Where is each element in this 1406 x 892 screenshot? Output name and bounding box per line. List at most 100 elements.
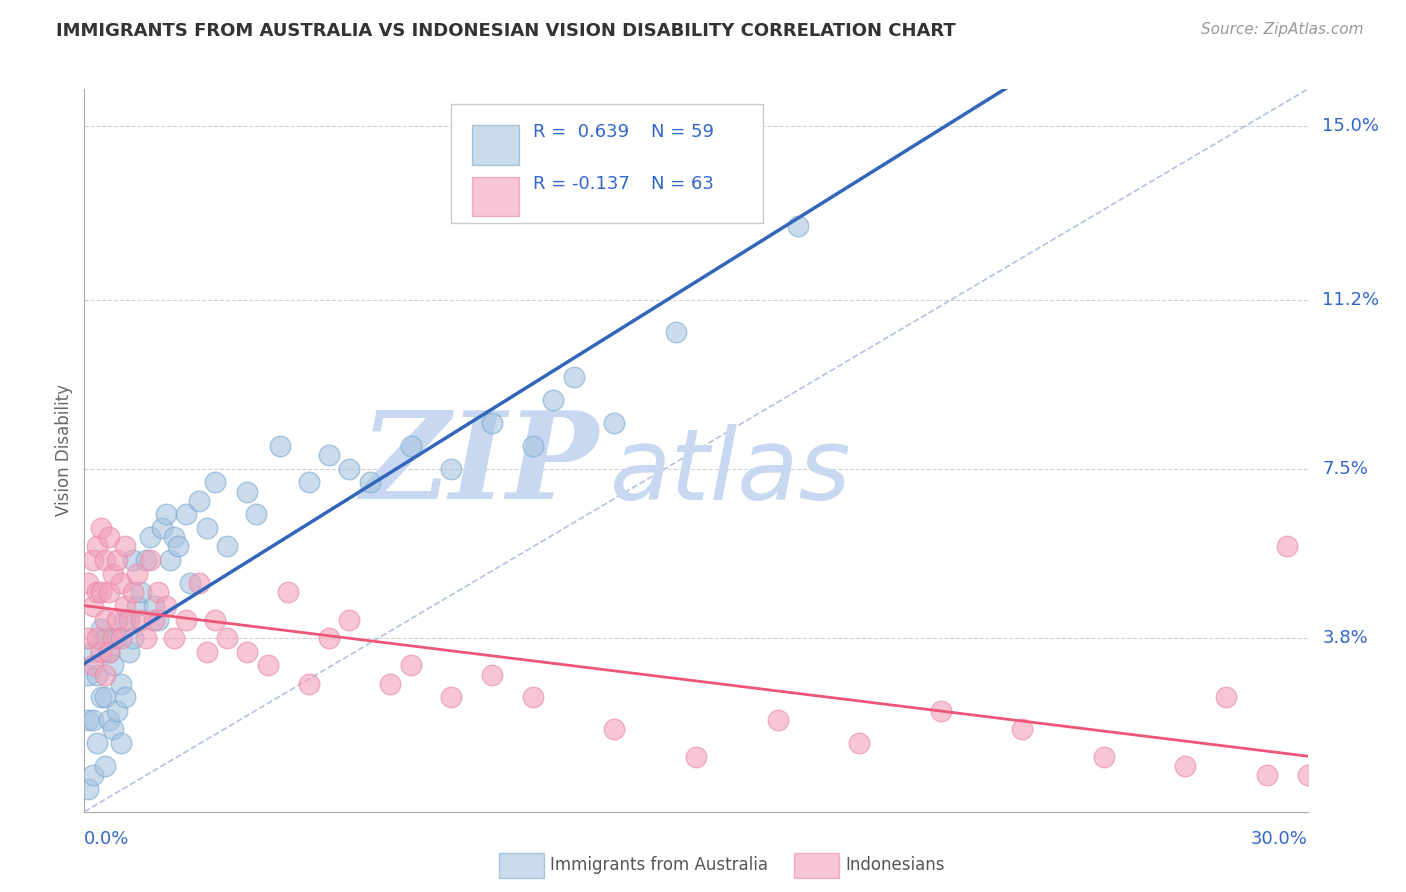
Point (766, 713, 789, 727)
Point (86, 631, 108, 645)
Point (440, 462, 463, 476)
Point (685, 749, 707, 764)
Point (114, 599, 136, 613)
Point (150, 521, 173, 535)
Point (101, 723, 124, 737)
Point (131, 613, 153, 627)
Point (257, 658, 280, 673)
Point (97, 530, 120, 544)
Point (1215, 690, 1237, 705)
Point (118, 613, 141, 627)
Point (787, 219, 810, 234)
Point (110, 736, 132, 750)
Point (93, 553, 115, 567)
Text: 3.8%: 3.8% (1322, 629, 1368, 647)
Point (135, 631, 157, 645)
Point (481, 416, 503, 430)
Point (380, 676, 402, 690)
Text: 7.5%: 7.5% (1322, 459, 1368, 478)
FancyBboxPatch shape (451, 103, 763, 223)
Point (167, 540, 190, 554)
Point (174, 613, 197, 627)
Point (86, 736, 108, 750)
Point (97, 585, 120, 599)
Point (110, 676, 132, 690)
Point (93, 631, 115, 645)
Point (318, 631, 340, 645)
Text: R = -0.137: R = -0.137 (533, 175, 630, 193)
Point (77, 667, 100, 681)
Point (135, 553, 157, 567)
Text: IMMIGRANTS FROM AUSTRALIA VS INDONESIAN VISION DISABILITY CORRELATION CHART: IMMIGRANTS FROM AUSTRALIA VS INDONESIAN … (56, 22, 956, 40)
Point (1011, 723, 1033, 737)
Point (155, 508, 177, 522)
Text: N = 63: N = 63 (651, 175, 714, 193)
Point (179, 576, 201, 591)
Point (82, 645, 104, 659)
Point (236, 484, 259, 499)
Point (138, 530, 160, 544)
Point (217, 631, 239, 645)
Point (101, 566, 124, 581)
Point (101, 658, 124, 673)
Point (97, 645, 120, 659)
Point (90, 690, 112, 705)
Point (1296, 768, 1319, 782)
Point (195, 645, 218, 659)
Point (77, 713, 100, 727)
Point (142, 599, 165, 613)
Point (204, 475, 226, 490)
Point (399, 439, 422, 453)
Point (217, 540, 239, 554)
Point (339, 613, 360, 627)
Point (174, 508, 197, 522)
Text: 30.0%: 30.0% (1251, 830, 1308, 847)
Text: 0.0%: 0.0% (84, 830, 129, 847)
Point (82, 599, 104, 613)
Point (664, 325, 686, 339)
Point (187, 493, 209, 508)
Point (93, 667, 115, 681)
Point (848, 736, 870, 750)
Point (522, 690, 544, 705)
Point (399, 658, 422, 673)
Point (163, 631, 186, 645)
Point (1275, 540, 1298, 554)
Point (195, 521, 218, 535)
Point (236, 645, 259, 659)
Point (105, 704, 128, 718)
Point (543, 393, 565, 408)
Point (562, 370, 585, 384)
Point (245, 508, 267, 522)
Point (603, 723, 626, 737)
Point (90, 622, 112, 636)
Point (146, 613, 169, 627)
Point (77, 781, 100, 796)
Point (86, 585, 108, 599)
Point (105, 613, 128, 627)
Point (522, 439, 544, 453)
Point (127, 599, 149, 613)
Point (159, 553, 181, 567)
Point (93, 613, 115, 627)
Text: Indonesians: Indonesians (845, 856, 945, 874)
Text: 11.2%: 11.2% (1322, 291, 1379, 309)
Point (298, 676, 321, 690)
Point (440, 690, 463, 705)
Point (82, 553, 104, 567)
Point (1256, 768, 1278, 782)
Point (114, 540, 136, 554)
Point (122, 585, 145, 599)
Point (105, 553, 128, 567)
Text: ZIP: ZIP (360, 406, 598, 524)
Point (269, 439, 291, 453)
Text: atlas: atlas (610, 424, 852, 521)
Point (359, 475, 381, 490)
Point (118, 645, 141, 659)
Point (155, 599, 177, 613)
Point (86, 540, 108, 554)
Point (82, 713, 104, 727)
Point (114, 690, 136, 705)
Point (277, 585, 299, 599)
Point (77, 631, 100, 645)
